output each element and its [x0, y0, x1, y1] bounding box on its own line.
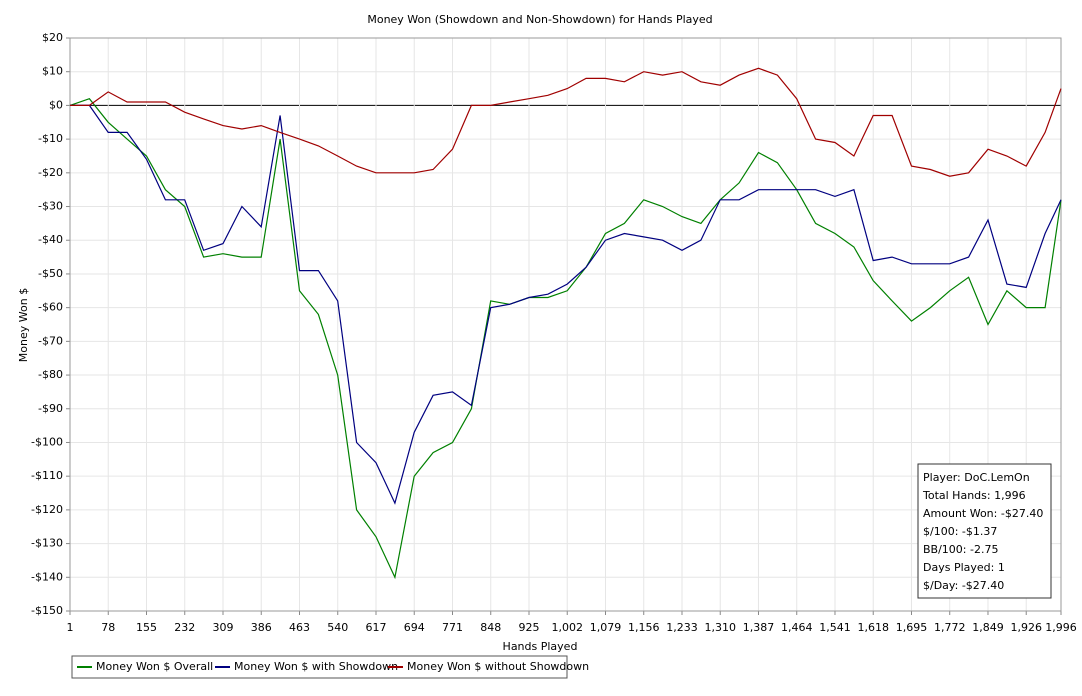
- x-tick-label: 1,387: [743, 621, 775, 634]
- stats-line: $/Day: -$27.40: [923, 579, 1004, 592]
- y-tick-label: -$60: [38, 301, 63, 314]
- stats-line: Amount Won: -$27.40: [923, 507, 1043, 520]
- y-tick-label: -$110: [31, 469, 63, 482]
- x-tick-label: 78: [101, 621, 115, 634]
- x-tick-label: 925: [518, 621, 539, 634]
- x-tick-label: 386: [251, 621, 272, 634]
- y-tick-label: -$10: [38, 132, 63, 145]
- series-line: [70, 104, 1062, 505]
- y-tick-label: -$20: [38, 166, 63, 179]
- y-tick-label: -$70: [38, 334, 63, 347]
- x-tick-label: 1,541: [819, 621, 851, 634]
- legend-label: Money Won $ with Showdown: [234, 660, 398, 673]
- y-tick-label: -$80: [38, 368, 63, 381]
- series-line: [69, 97, 1062, 580]
- plot-border: [69, 37, 1062, 612]
- x-tick-label: 540: [327, 621, 348, 634]
- x-tick-label: 771: [442, 621, 463, 634]
- x-tick-label: 617: [365, 621, 386, 634]
- stats-line: Days Played: 1: [923, 561, 1005, 574]
- y-tick-label: $20: [42, 31, 63, 44]
- stats-line: BB/100: -2.75: [923, 543, 998, 556]
- y-tick-label: -$40: [38, 233, 63, 246]
- series-line: [70, 67, 1062, 177]
- x-tick-label: 1,849: [972, 621, 1004, 634]
- y-tick-label: -$130: [31, 537, 63, 550]
- x-tick-label: 1,079: [590, 621, 622, 634]
- stats-line: Total Hands: 1,996: [922, 489, 1026, 502]
- legend-box: [71, 655, 568, 679]
- x-tick-label: 1: [67, 621, 74, 634]
- x-tick-label: 1,618: [857, 621, 889, 634]
- x-tick-label: 1,695: [896, 621, 928, 634]
- chart-title: Money Won (Showdown and Non-Showdown) fo…: [367, 13, 712, 26]
- y-tick-label: -$120: [31, 503, 63, 516]
- y-tick-label: -$30: [38, 200, 63, 213]
- x-tick-label: 1,996: [1045, 621, 1077, 634]
- x-tick-label: 155: [136, 621, 157, 634]
- x-tick-label: 309: [212, 621, 233, 634]
- y-tick-label: $0: [49, 98, 63, 111]
- x-tick-label: 1,772: [934, 621, 966, 634]
- y-tick-label: $10: [42, 65, 63, 78]
- legend-label: Money Won $ Overall: [96, 660, 213, 673]
- y-tick-label: -$140: [31, 570, 63, 583]
- y-axis-label: Money Won $: [17, 288, 30, 362]
- x-tick-label: 463: [289, 621, 310, 634]
- x-tick-label: 1,310: [704, 621, 736, 634]
- y-tick-label: -$150: [31, 604, 63, 617]
- x-tick-label: 1,156: [628, 621, 660, 634]
- stats-line: Player: DoC.LemOn: [923, 471, 1030, 484]
- stats-line: $/100: -$1.37: [923, 525, 997, 538]
- y-tick-label: -$50: [38, 267, 63, 280]
- x-axis-label: Hands Played: [503, 640, 578, 653]
- x-tick-label: 1,464: [781, 621, 813, 634]
- x-tick-label: 694: [404, 621, 425, 634]
- x-tick-label: 232: [174, 621, 195, 634]
- legend-label: Money Won $ without Showdown: [407, 660, 589, 673]
- x-tick-label: 1,926: [1010, 621, 1042, 634]
- x-tick-label: 848: [480, 621, 501, 634]
- y-tick-label: -$100: [31, 435, 63, 448]
- x-tick-label: 1,002: [551, 621, 583, 634]
- y-tick-label: -$90: [38, 402, 63, 415]
- stats-box: [917, 463, 1052, 599]
- x-tick-label: 1,233: [666, 621, 698, 634]
